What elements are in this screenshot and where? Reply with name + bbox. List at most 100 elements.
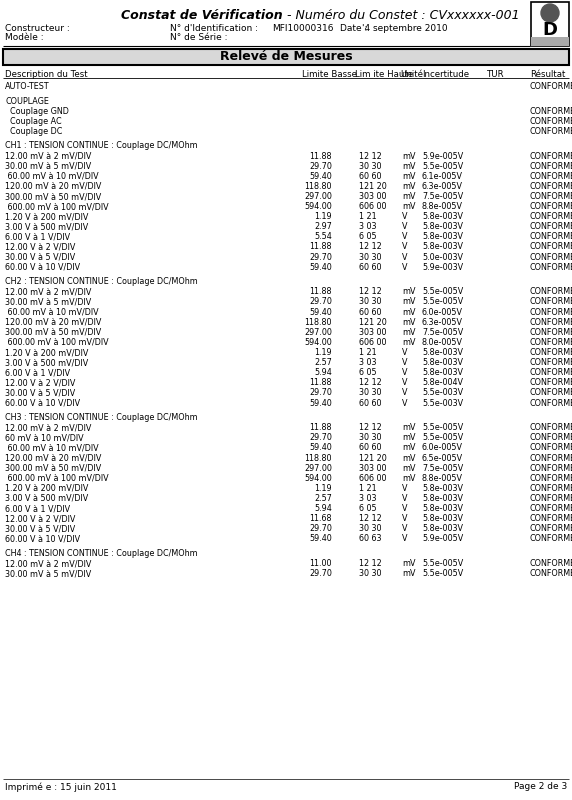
Circle shape (541, 4, 559, 22)
Text: CONFORME: CONFORME (530, 504, 572, 513)
Text: 59.40: 59.40 (309, 398, 332, 407)
Text: CONFORME: CONFORME (530, 474, 572, 482)
Text: CH1 : TENSION CONTINUE : Couplage DC/MOhm: CH1 : TENSION CONTINUE : Couplage DC/MOh… (5, 142, 197, 150)
Text: D: D (542, 21, 558, 39)
Text: CONFORME: CONFORME (530, 212, 572, 221)
Text: 59.40: 59.40 (309, 308, 332, 317)
Text: Modèle :: Modèle : (5, 33, 43, 42)
Text: 3 03: 3 03 (359, 494, 376, 503)
Text: 12.00 mV à 2 mV/DIV: 12.00 mV à 2 mV/DIV (5, 559, 92, 568)
Text: 1 21: 1 21 (359, 484, 376, 493)
Text: 3 03: 3 03 (359, 358, 376, 367)
Text: 30 30: 30 30 (359, 389, 382, 398)
Text: 30.00 V à 5 V/DIV: 30.00 V à 5 V/DIV (5, 253, 76, 262)
Text: 5.8e-003V: 5.8e-003V (422, 212, 463, 221)
Text: 29.70: 29.70 (309, 298, 332, 306)
Text: 6.00 V à 1 V/DIV: 6.00 V à 1 V/DIV (5, 504, 70, 513)
Text: 29.70: 29.70 (309, 524, 332, 534)
Text: 297.00: 297.00 (304, 328, 332, 337)
Text: 120.00 mV à 20 mV/DIV: 120.00 mV à 20 mV/DIV (5, 182, 101, 191)
Text: 5.5e-005V: 5.5e-005V (422, 298, 463, 306)
Text: mV: mV (402, 464, 415, 473)
Text: 60.00 V à 10 V/DIV: 60.00 V à 10 V/DIV (5, 534, 80, 543)
Text: 5.9e-005V: 5.9e-005V (422, 151, 463, 161)
Text: 5.8e-003V: 5.8e-003V (422, 222, 463, 231)
Text: 2.57: 2.57 (314, 494, 332, 503)
Text: 1 21: 1 21 (359, 212, 376, 221)
Text: 5.94: 5.94 (314, 368, 332, 378)
Text: 60.00 V à 10 V/DIV: 60.00 V à 10 V/DIV (5, 398, 80, 407)
Text: Limite Basse: Limite Basse (302, 70, 357, 79)
Text: 60.00 mV à 10 mV/DIV: 60.00 mV à 10 mV/DIV (5, 172, 98, 181)
Text: 5.0e-003V: 5.0e-003V (422, 253, 463, 262)
Text: CONFORME: CONFORME (530, 534, 572, 543)
Text: 60 mV à 10 mV/DIV: 60 mV à 10 mV/DIV (5, 434, 84, 442)
Text: V: V (402, 222, 407, 231)
Text: 59.40: 59.40 (309, 172, 332, 181)
Text: CONFORME: CONFORME (530, 253, 572, 262)
Text: 594.00: 594.00 (304, 202, 332, 211)
Text: CONFORME: CONFORME (530, 368, 572, 378)
Text: 60 60: 60 60 (359, 308, 382, 317)
Text: CONFORME: CONFORME (530, 127, 572, 136)
Text: V: V (402, 389, 407, 398)
Text: mV: mV (402, 338, 415, 347)
Text: 6.3e-005V: 6.3e-005V (422, 182, 463, 191)
Text: 6.0e-005V: 6.0e-005V (422, 443, 463, 453)
Text: 12 12: 12 12 (359, 423, 382, 432)
Text: 303 00: 303 00 (359, 464, 387, 473)
Text: CONFORME: CONFORME (530, 242, 572, 251)
Text: 297.00: 297.00 (304, 464, 332, 473)
Text: Constructeur :: Constructeur : (5, 24, 70, 33)
Text: CONFORME: CONFORME (530, 464, 572, 473)
Text: 1.19: 1.19 (315, 484, 332, 493)
Text: CONFORME: CONFORME (530, 151, 572, 161)
Text: V: V (402, 242, 407, 251)
Text: mV: mV (402, 559, 415, 568)
Text: CONFORME: CONFORME (530, 202, 572, 211)
Text: CONFORME: CONFORME (530, 454, 572, 462)
Text: 600.00 mV à 100 mV/DIV: 600.00 mV à 100 mV/DIV (5, 338, 109, 347)
Text: 5.54: 5.54 (314, 232, 332, 242)
Text: 600.00 mV à 100 mV/DIV: 600.00 mV à 100 mV/DIV (5, 202, 109, 211)
Text: 11.88: 11.88 (309, 423, 332, 432)
Text: V: V (402, 514, 407, 523)
Text: 1.20 V à 200 mV/DIV: 1.20 V à 200 mV/DIV (5, 348, 89, 357)
Text: 30 30: 30 30 (359, 253, 382, 262)
Text: 3.00 V à 500 mV/DIV: 3.00 V à 500 mV/DIV (5, 222, 88, 231)
Text: 121 20: 121 20 (359, 454, 387, 462)
Text: V: V (402, 212, 407, 221)
Text: 594.00: 594.00 (304, 338, 332, 347)
Text: Page 2 de 3: Page 2 de 3 (514, 782, 567, 791)
Text: mV: mV (402, 318, 415, 326)
Text: 6 05: 6 05 (359, 368, 376, 378)
Text: 60 60: 60 60 (359, 172, 382, 181)
Text: 5.8e-003V: 5.8e-003V (422, 368, 463, 378)
Text: 7.5e-005V: 7.5e-005V (422, 464, 463, 473)
Text: Constat de Vérification: Constat de Vérification (121, 9, 283, 22)
Text: CONFORME: CONFORME (530, 222, 572, 231)
Text: 12.00 V à 2 V/DIV: 12.00 V à 2 V/DIV (5, 242, 76, 251)
Text: 29.70: 29.70 (309, 253, 332, 262)
Text: CONFORME: CONFORME (530, 82, 572, 91)
Text: 12.00 mV à 2 mV/DIV: 12.00 mV à 2 mV/DIV (5, 151, 92, 161)
Text: 1.20 V à 200 mV/DIV: 1.20 V à 200 mV/DIV (5, 212, 89, 221)
Text: 121 20: 121 20 (359, 318, 387, 326)
Text: 30 30: 30 30 (359, 162, 382, 170)
Text: 6.1e-005V: 6.1e-005V (422, 172, 463, 181)
Text: 118.80: 118.80 (304, 182, 332, 191)
Text: 8.8e-005V: 8.8e-005V (422, 474, 463, 482)
Text: Description du Test: Description du Test (5, 70, 88, 79)
Text: 30.00 mV à 5 mV/DIV: 30.00 mV à 5 mV/DIV (5, 569, 92, 578)
Text: CONFORME: CONFORME (530, 423, 572, 432)
Text: 29.70: 29.70 (309, 569, 332, 578)
Text: Couplage GND: Couplage GND (5, 106, 69, 116)
Text: 12 12: 12 12 (359, 242, 382, 251)
Text: mV: mV (402, 328, 415, 337)
Text: 5.5e-003V: 5.5e-003V (422, 398, 463, 407)
Text: mV: mV (402, 202, 415, 211)
Text: CONFORME: CONFORME (530, 348, 572, 357)
Text: V: V (402, 534, 407, 543)
Text: mV: mV (402, 162, 415, 170)
Text: 7.5e-005V: 7.5e-005V (422, 192, 463, 201)
